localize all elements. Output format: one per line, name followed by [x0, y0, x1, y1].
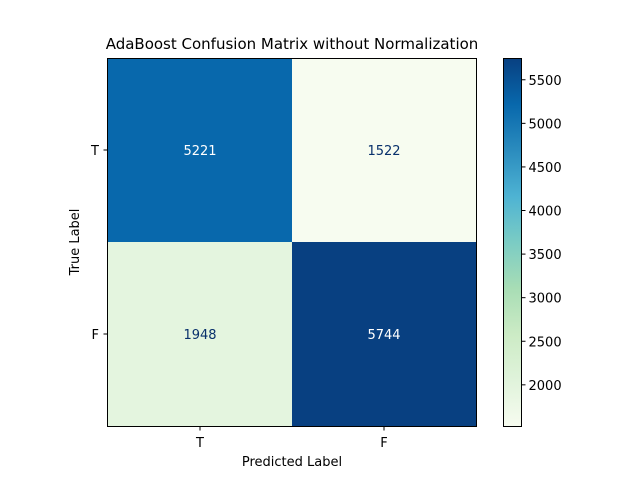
colorbar-tick-label: 3000: [529, 292, 562, 307]
y-tick-label: T: [90, 144, 99, 159]
cell-value-label: 1522: [367, 144, 400, 159]
colorbar-tick-label: 3500: [529, 248, 562, 263]
chart-title: AdaBoost Confusion Matrix without Normal…: [106, 35, 479, 53]
heatmap-cell-labels: 5221 1522 1948 5744: [183, 144, 400, 343]
cell-value-label: 1948: [183, 328, 216, 343]
y-axis-label: True Label: [68, 209, 83, 277]
heatmap-cells: [108, 58, 477, 427]
colorbar-tick-label: 5000: [529, 117, 562, 132]
x-tick-label: F: [380, 436, 387, 451]
colorbar-tick-label: 2000: [529, 379, 562, 394]
cell-value-label: 5744: [367, 328, 400, 343]
colorbar-ticks: 2000 2500 3000 3500 4000 4500 5000 5500: [521, 74, 562, 394]
heatmap-cell: [108, 242, 293, 427]
heatmap-cell: [108, 58, 293, 243]
heatmap-cell: [292, 242, 477, 427]
colorbar-tick-label: 2500: [529, 335, 562, 350]
colorbar-tick-label: 4000: [529, 205, 562, 220]
colorbar-tick-label: 5500: [529, 74, 562, 89]
y-tick-label: F: [92, 328, 99, 343]
x-axis-label: Predicted Label: [242, 455, 342, 470]
colorbar-tick-label: 4500: [529, 161, 562, 176]
heatmap-cell: [292, 58, 477, 243]
plot-frame: [107, 58, 477, 427]
x-tick-label: T: [195, 436, 204, 451]
y-axis-ticks: TF: [90, 144, 108, 343]
cell-value-label: 5221: [183, 144, 216, 159]
colorbar: [503, 58, 522, 427]
